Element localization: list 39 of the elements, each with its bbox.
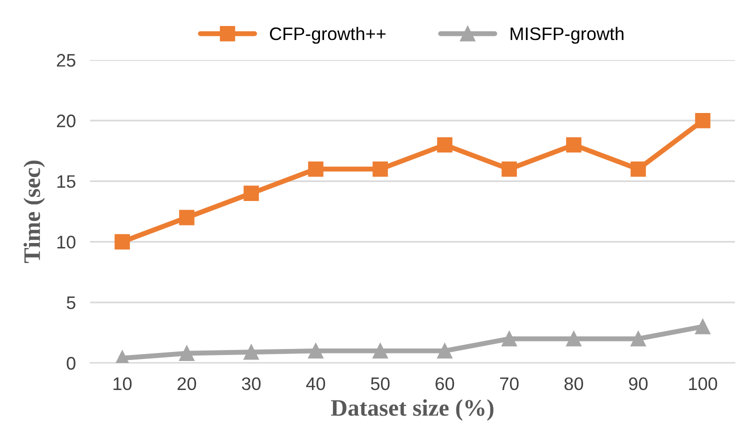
y-tick-label: 0 xyxy=(66,356,76,370)
legend-label: CFP-growth++ xyxy=(270,26,386,44)
x-tick-label: 10 xyxy=(114,377,132,390)
point xyxy=(372,161,388,177)
x-tick-label: 90 xyxy=(629,377,648,390)
x-tick-label: 50 xyxy=(370,377,390,390)
point xyxy=(308,161,324,177)
point xyxy=(502,161,517,177)
point xyxy=(630,161,646,177)
point xyxy=(566,331,582,346)
x-tick-label: 30 xyxy=(242,377,261,390)
x-tick-label: 70 xyxy=(500,377,519,390)
point xyxy=(566,137,582,152)
point xyxy=(179,346,194,361)
y-axis-title: Time (sec) xyxy=(24,160,45,264)
point xyxy=(372,343,388,359)
y-tick-label: 10 xyxy=(57,236,76,249)
point xyxy=(695,319,710,334)
point xyxy=(244,186,259,201)
point xyxy=(308,343,324,359)
point xyxy=(244,344,259,360)
x-tick-label: 40 xyxy=(306,377,326,390)
x-tick-label: 100 xyxy=(689,377,718,390)
x-tick-label: 20 xyxy=(178,377,196,390)
legend-label: MISFP-growth xyxy=(510,26,624,44)
x-axis-title: Dataset size (%) xyxy=(330,399,494,421)
y-tick-label: 20 xyxy=(56,114,76,128)
point xyxy=(630,331,646,346)
point xyxy=(437,137,452,152)
y-tick-label: 25 xyxy=(56,54,76,67)
y-tick-label: 5 xyxy=(66,296,76,310)
point xyxy=(437,343,452,359)
point xyxy=(114,234,130,250)
x-tick-label: 60 xyxy=(436,377,454,390)
y-tick-label: 15 xyxy=(57,175,76,188)
point xyxy=(695,112,710,128)
point xyxy=(502,331,517,346)
x-tick-label: 80 xyxy=(564,377,584,390)
point xyxy=(179,210,194,226)
